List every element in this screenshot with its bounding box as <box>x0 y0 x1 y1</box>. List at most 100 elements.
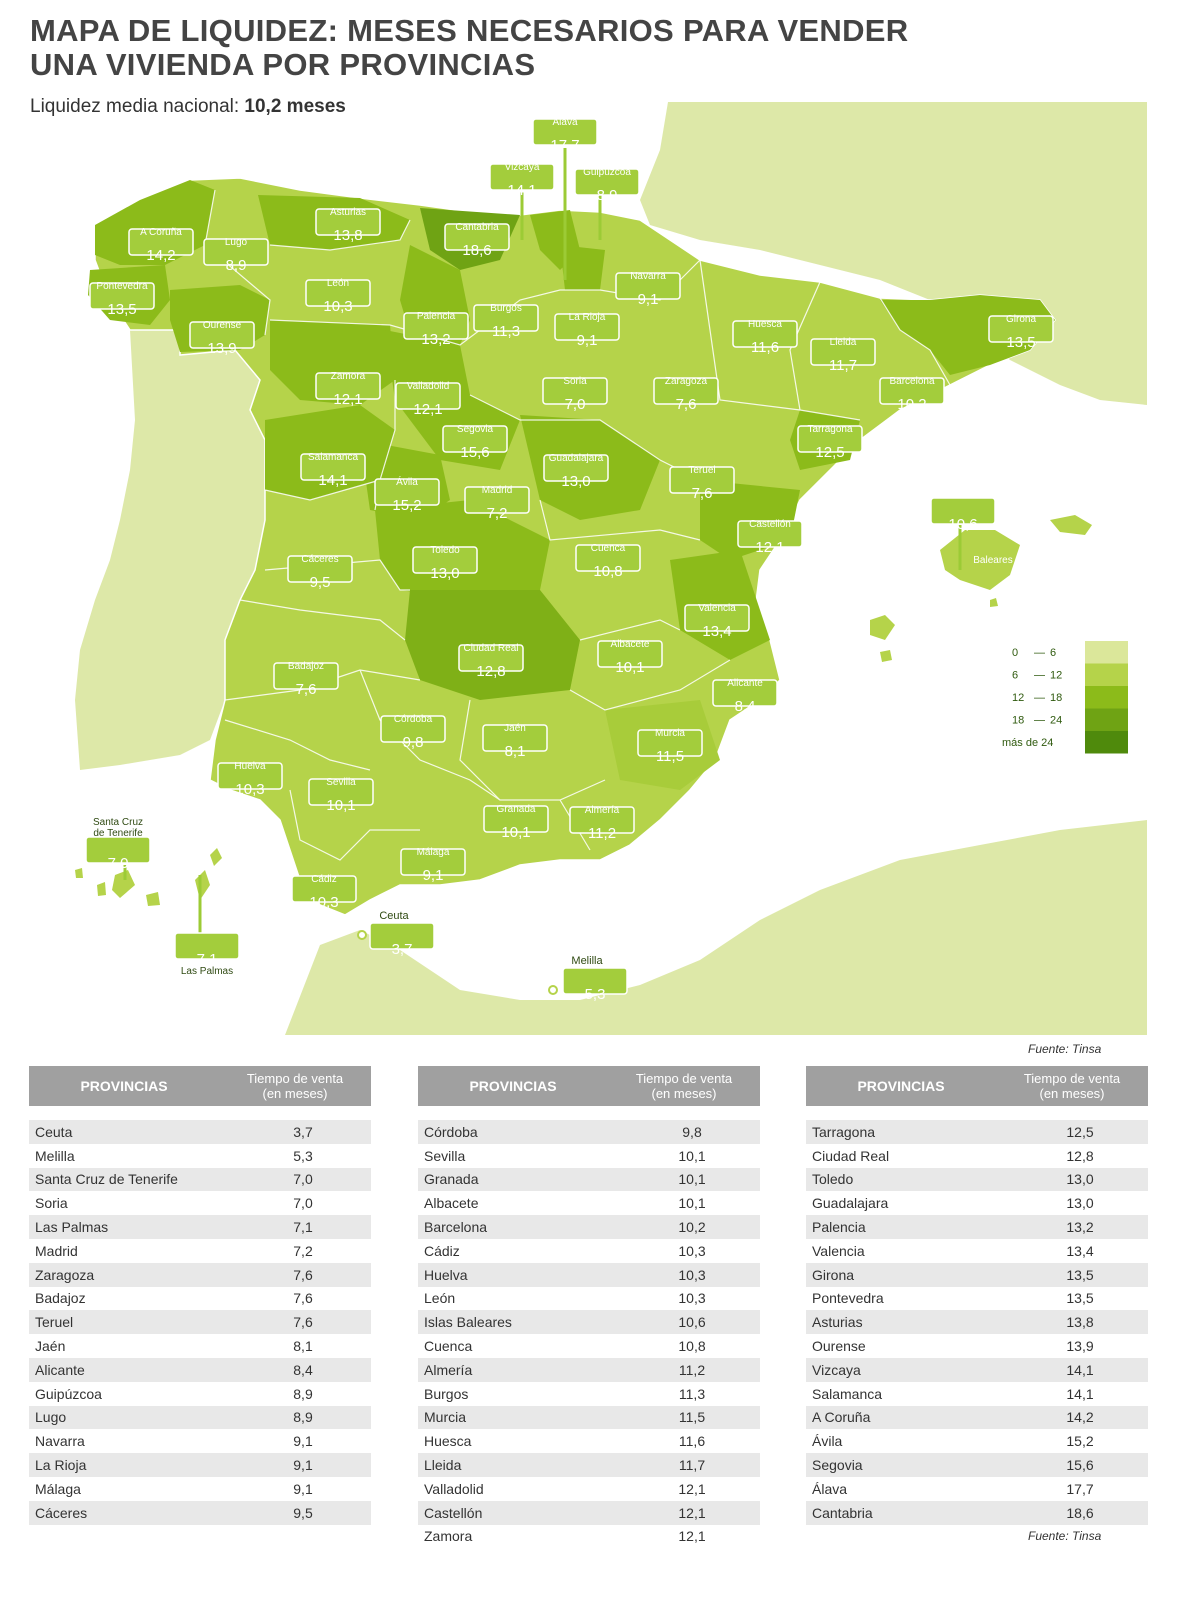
months-value: 11,6 <box>678 1433 706 1450</box>
melilla-dot <box>548 985 558 995</box>
map-label: 15,2 Ávila <box>374 475 440 514</box>
map-label-name: Cantabria <box>455 222 499 233</box>
months-value: 13,4 <box>1066 1242 1094 1259</box>
months-value: 7,2 <box>293 1242 313 1259</box>
table-2: PROVINCIAS Tiempo de venta (en meses) Cór… <box>418 1066 760 1548</box>
table-header: PROVINCIAS Tiempo de venta (en meses) <box>418 1066 760 1106</box>
map-label-box <box>217 762 283 790</box>
province-name: León <box>424 1290 456 1307</box>
map-label-value: 10,3 <box>309 894 338 911</box>
months-value: 8,9 <box>293 1409 313 1426</box>
spain-map: 17,7 Álava 14,1 Vizcaya 8,9 Guipúzcoa 13,8 Astu… <box>75 102 1147 1035</box>
province-name: Las Palmas <box>35 1219 109 1236</box>
title-line-2: UNA VIVIENDA POR PROVINCIAS <box>30 47 536 82</box>
province-name: Sevilla <box>424 1147 466 1164</box>
map-label-box <box>615 272 681 300</box>
months-value: 10,1 <box>678 1195 706 1212</box>
legend-label: más de 24 <box>1002 737 1053 749</box>
map-label-box <box>810 338 876 366</box>
map-label-value: 9,1 <box>423 867 444 884</box>
months-value: 10,1 <box>678 1171 706 1188</box>
map-label-box <box>597 640 663 668</box>
map-label-box <box>562 967 628 995</box>
province-name: Tarragona <box>812 1123 876 1140</box>
map-label-value: 7,2 <box>487 505 508 522</box>
col-tiempo: Tiempo de venta (en meses) <box>246 1071 344 1101</box>
map-label-name: Ourense <box>203 320 242 331</box>
months-value: 17,7 <box>1066 1480 1094 1497</box>
province-name: Pontevedra <box>812 1290 884 1307</box>
map-label-name: Las Palmas <box>181 966 233 977</box>
map-label-name: Tarragona <box>807 424 852 435</box>
map-label-box <box>554 313 620 341</box>
months-value: 14,1 <box>1066 1361 1094 1378</box>
map-label-name: Albacete <box>611 639 650 650</box>
map-label-value: 13,4 <box>702 623 731 640</box>
map-label-box <box>712 679 778 707</box>
map-label-value: 10,6 <box>948 516 977 533</box>
map-label-name: Ciudad Real <box>463 643 518 654</box>
map-label-box <box>879 377 945 405</box>
table-row: Murcia 11,5 <box>418 1405 760 1430</box>
months-value: 12,5 <box>1066 1123 1094 1140</box>
map-label-name: Guadalajara <box>549 453 604 464</box>
table-row: Toledo 13,0 <box>806 1167 1148 1192</box>
table-source: Fuente: Tinsa <box>1028 1529 1102 1543</box>
table-row: Jaén 8,1 <box>29 1334 371 1358</box>
table-row: Madrid 7,2 <box>29 1239 371 1263</box>
map-label-value: 9,1 <box>577 332 598 349</box>
map-label: 10,1 Granada <box>483 804 549 841</box>
months-value: 8,9 <box>293 1385 313 1402</box>
map-label: 10,6 Baleares <box>930 497 1013 566</box>
map-label-value: 15,6 <box>460 444 489 461</box>
map-label-box <box>380 715 446 743</box>
table-rows: Ceuta 3,7 Melilla 5,3 Santa Cruz de Tenerife… <box>29 1120 371 1525</box>
map-label-name: León <box>327 278 349 289</box>
province-name: La Rioja <box>35 1457 87 1474</box>
map-label-box <box>569 806 635 834</box>
map-label-value: 8,1 <box>505 743 526 760</box>
map-label-name: Almería <box>585 805 620 816</box>
table-row: Guadalajara 13,0 <box>806 1191 1148 1215</box>
province-name: Huelva <box>424 1266 468 1283</box>
province-name: Murcia <box>424 1409 467 1426</box>
map-label-value: 12,1 <box>755 539 784 556</box>
map-label-box <box>305 279 371 307</box>
map-label-name: Córdoba <box>394 714 433 725</box>
province-name: Melilla <box>35 1147 75 1164</box>
map-label: 13,5 Pontevedra <box>89 281 155 318</box>
subtitle-value: 10,2 meses <box>244 96 346 117</box>
province-name: Albacete <box>424 1195 479 1212</box>
table-row: Lugo 8,9 <box>29 1405 371 1430</box>
map-label-name: Asturias <box>330 207 366 218</box>
province-labels: 17,7 Álava 14,1 Vizcaya 8,9 Guipúzcoa 13,8 Astu… <box>85 115 1054 1003</box>
province-name: Valladolid <box>424 1480 484 1497</box>
map-label-value: 10,1 <box>615 659 644 676</box>
table-row: Salamanca 14,1 <box>806 1382 1148 1406</box>
map-label: 7,0 Soria <box>542 376 608 413</box>
map-label-box <box>273 662 339 690</box>
map-label-value: 14,1 <box>318 472 347 489</box>
province-name: Málaga <box>35 1480 81 1497</box>
province-name: Alicante <box>35 1361 85 1378</box>
table-row: Zamora 12,1 <box>418 1525 760 1549</box>
months-value: 9,8 <box>682 1123 702 1140</box>
map-label-box <box>400 848 466 876</box>
map-label-value: 18,6 <box>462 242 491 259</box>
map-label: 13,9 Ourense <box>189 320 255 357</box>
map-label-value: 7,0 <box>108 855 129 872</box>
map-label: 13,2 Palencia <box>403 311 469 348</box>
table-row: Huesca 11,6 <box>418 1429 760 1453</box>
map-label-value: 11,6 <box>751 339 779 356</box>
map-label-name: Salamanca <box>308 452 358 463</box>
months-value: 13,5 <box>1066 1266 1094 1283</box>
map-label-value: 7,6 <box>676 396 697 413</box>
map-label-name: Cádiz <box>311 874 337 885</box>
table-row: Córdoba 9,8 <box>418 1120 760 1144</box>
map-label-name: Soria <box>563 376 587 387</box>
table-row: Melilla 5,3 <box>29 1144 371 1168</box>
map-label-name: Lugo <box>225 237 248 248</box>
months-value: 13,0 <box>1066 1171 1094 1188</box>
map-label-name: Huesca <box>748 319 782 330</box>
